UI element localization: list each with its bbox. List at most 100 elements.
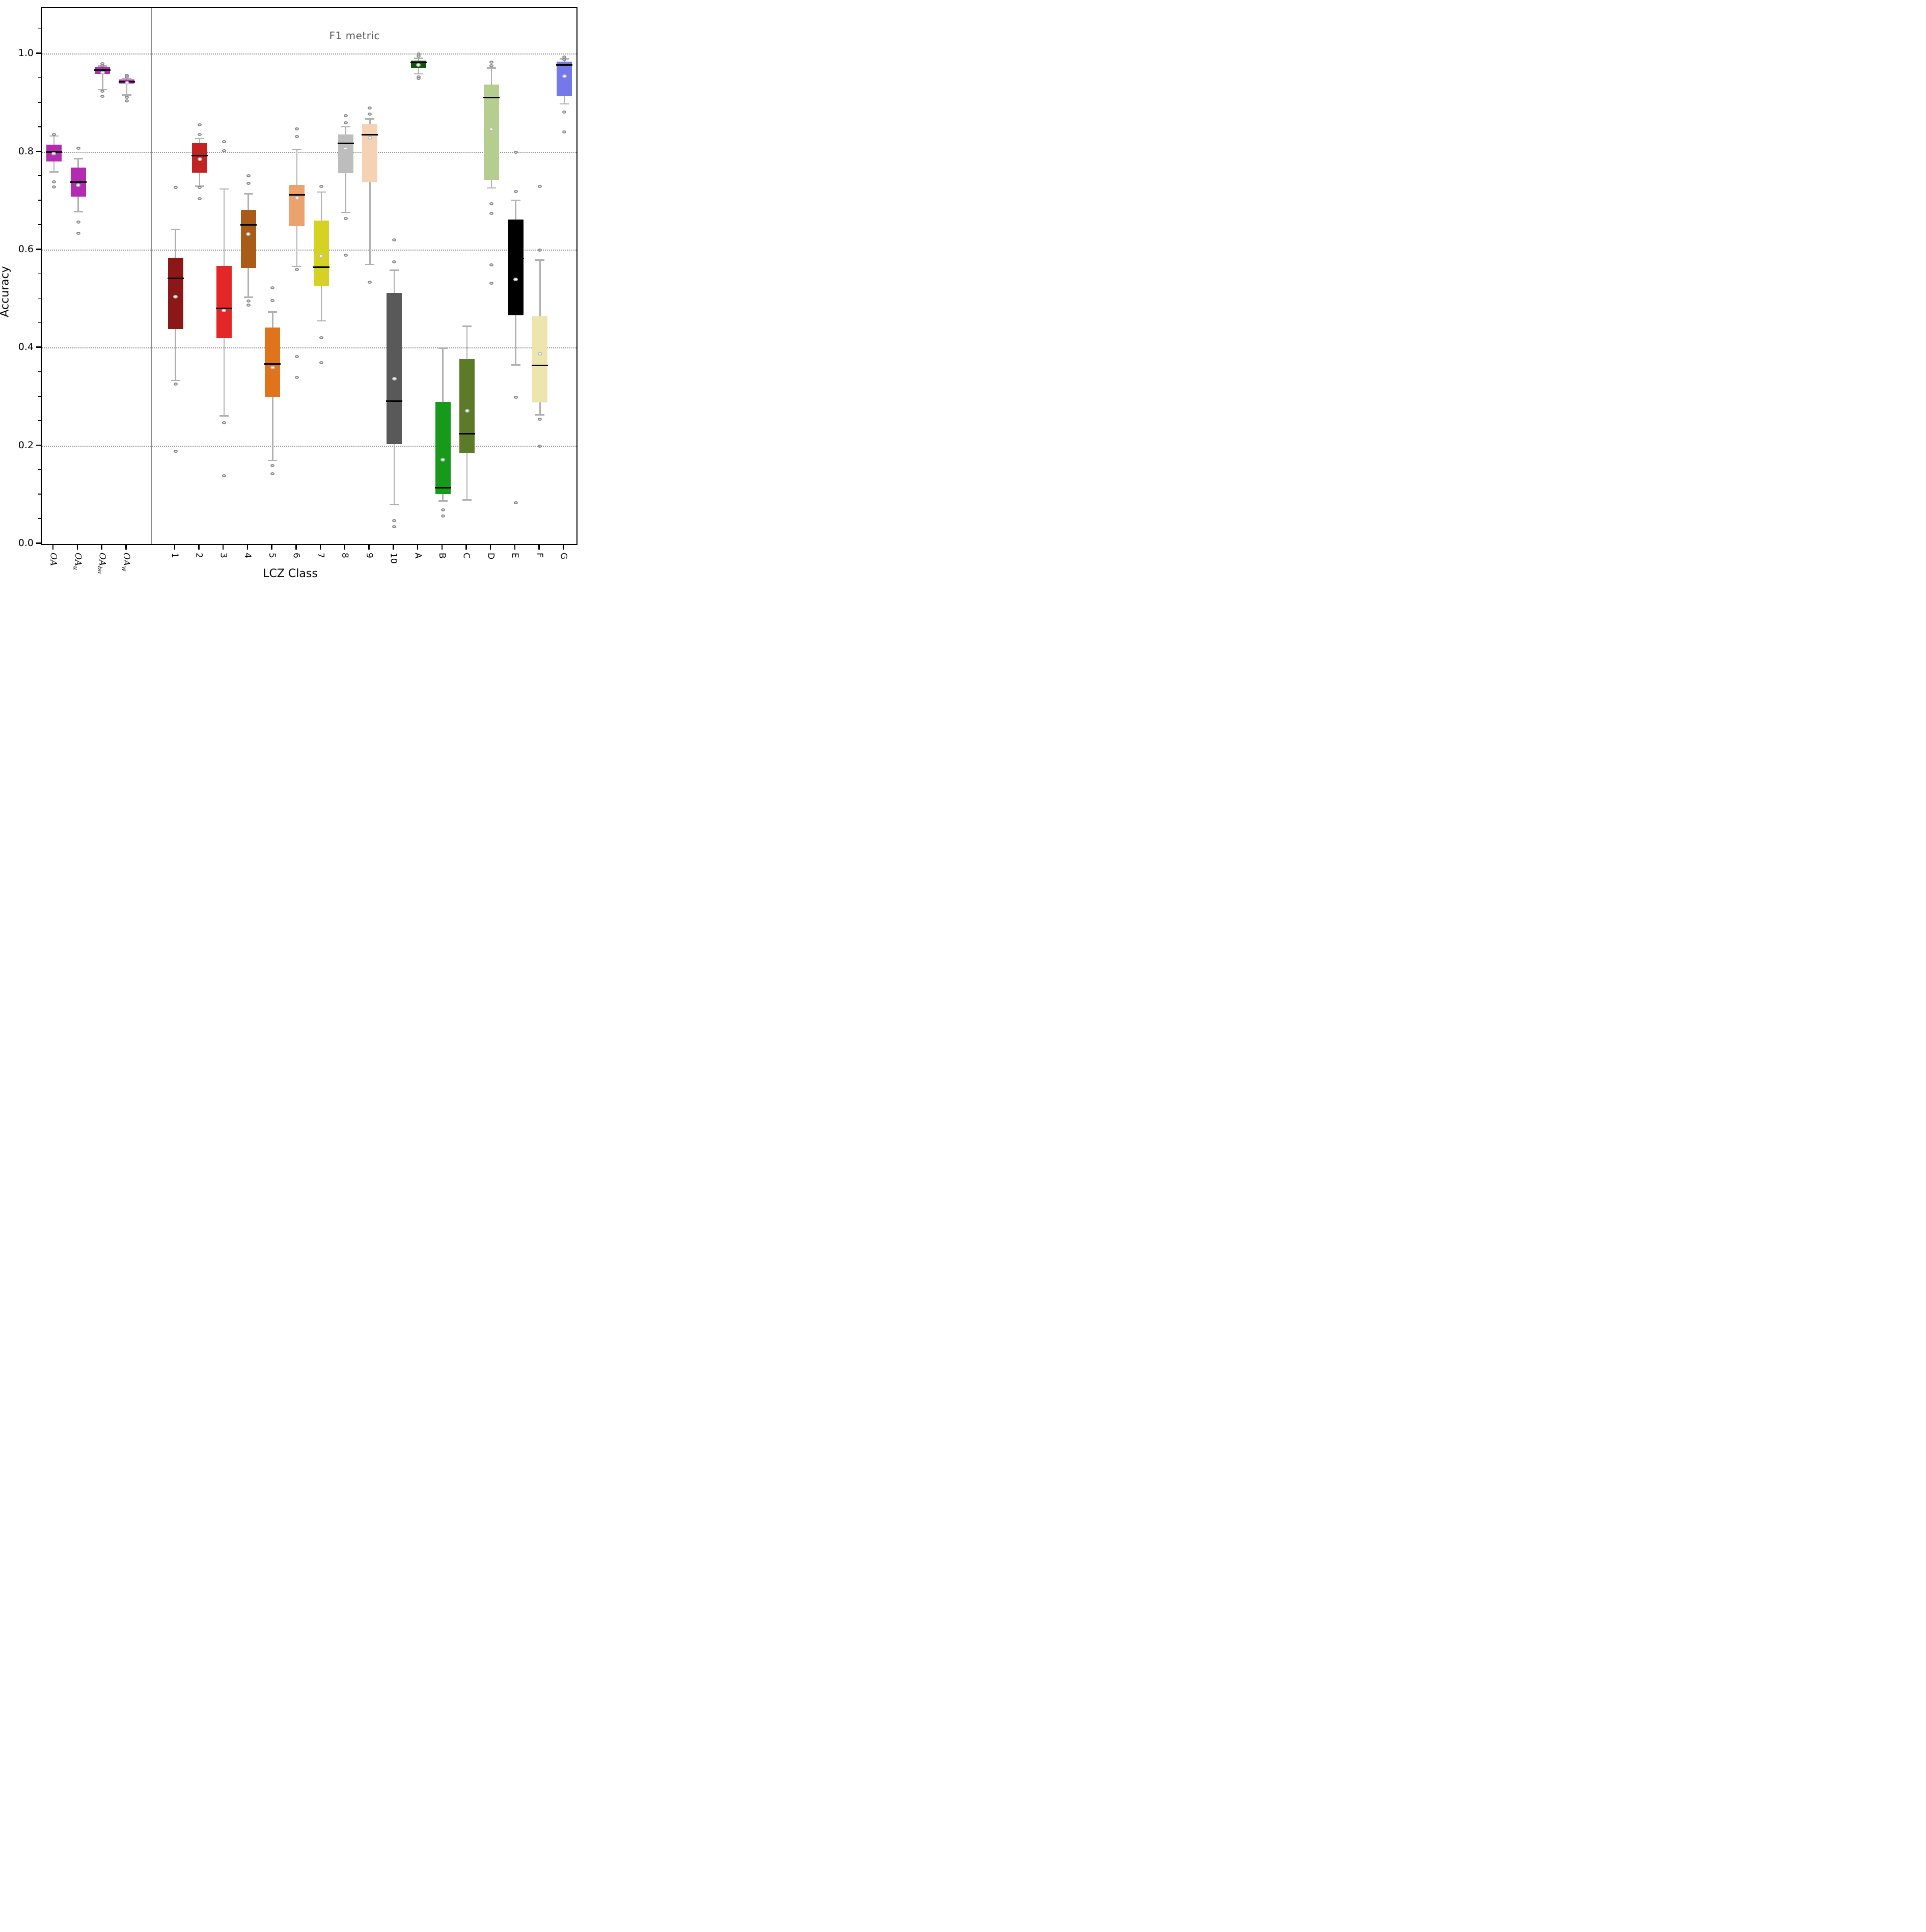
box-iqr xyxy=(313,221,329,287)
outlier-point xyxy=(173,382,178,386)
whisker-upper xyxy=(53,135,55,145)
x-tick-label-5: 5 xyxy=(266,553,277,558)
whisker-lower xyxy=(418,68,420,74)
whisker-cap-upper xyxy=(292,149,302,151)
whisker-upper xyxy=(539,260,541,316)
whisker-lower xyxy=(442,494,444,501)
box-iqr xyxy=(265,327,281,397)
mean-marker xyxy=(100,71,105,75)
whisker-cap-lower xyxy=(98,89,107,91)
median-line xyxy=(94,69,111,71)
x-tick-OAu xyxy=(76,545,78,550)
x-tick-A xyxy=(417,545,419,550)
whisker-lower xyxy=(466,453,468,500)
x-tick-label-3: 3 xyxy=(218,553,229,558)
y-minor-tick xyxy=(38,224,41,225)
box-iqr xyxy=(240,210,256,268)
outlier-point xyxy=(222,149,226,152)
gridline-1 xyxy=(42,53,576,55)
outlier-point xyxy=(538,417,542,421)
x-tick-label-OA: OA xyxy=(48,553,59,566)
whisker-cap-upper xyxy=(462,325,472,327)
whisker-cap-lower xyxy=(292,265,302,267)
y-tick-0.4 xyxy=(36,346,41,348)
outlier-point xyxy=(343,121,348,125)
x-tick-label-4: 4 xyxy=(242,553,253,558)
outlier-point xyxy=(295,355,299,358)
gridline-0.4 xyxy=(42,347,576,349)
x-tick-9 xyxy=(368,545,370,550)
x-tick-C xyxy=(465,545,467,550)
y-tick-label-0.6: 0.6 xyxy=(18,243,34,255)
whisker-lower xyxy=(490,179,492,188)
outlier-point xyxy=(198,133,202,137)
whisker-cap-upper xyxy=(511,199,520,201)
outlier-point xyxy=(222,140,226,143)
x-tick-1 xyxy=(174,545,175,550)
y-tick-label-1.0: 1.0 xyxy=(18,47,34,59)
x-tick-label-D: D xyxy=(485,553,496,560)
outlier-point xyxy=(538,444,542,448)
chart-title: F1 metric xyxy=(329,30,380,42)
whisker-lower xyxy=(345,173,346,212)
outlier-point xyxy=(173,185,178,189)
x-tick-6 xyxy=(295,545,297,550)
whisker-lower xyxy=(393,444,395,505)
outlier-point xyxy=(222,421,226,425)
outlier-point xyxy=(198,197,202,201)
y-tick-label-0.8: 0.8 xyxy=(18,145,34,157)
outlier-point xyxy=(295,268,299,271)
mean-marker xyxy=(441,458,445,462)
outlier-point xyxy=(76,232,80,235)
median-line xyxy=(556,64,573,66)
figure: F1 metric Accuracy LCZ Class 0.0 0.2 0.4 0.… xyxy=(0,0,581,582)
outlier-point xyxy=(416,55,421,58)
whisker-cap-upper xyxy=(486,67,496,69)
whisker-cap-upper xyxy=(535,259,545,261)
outlier-point xyxy=(222,474,226,478)
outlier-point xyxy=(562,130,567,134)
mean-marker xyxy=(197,157,202,161)
outlier-point xyxy=(100,64,105,67)
outlier-point xyxy=(51,133,56,137)
y-minor-tick xyxy=(38,371,41,372)
y-minor-tick xyxy=(38,322,41,323)
y-axis-label: Accuracy xyxy=(0,266,12,317)
x-tick-label-6: 6 xyxy=(291,553,301,558)
y-minor-tick xyxy=(38,200,41,201)
mean-marker xyxy=(319,254,324,258)
outlier-point xyxy=(198,123,202,126)
mean-marker xyxy=(343,146,348,150)
whisker-upper xyxy=(223,188,225,266)
outlier-point xyxy=(100,95,105,98)
whisker-lower xyxy=(320,286,322,321)
outlier-point xyxy=(538,185,542,188)
x-tick-OAbu xyxy=(101,545,102,550)
mean-marker xyxy=(464,409,470,413)
whisker-cap-upper xyxy=(195,138,205,140)
whisker-cap-lower xyxy=(486,187,496,189)
plot-area: F1 metric xyxy=(41,7,577,545)
whisker-lower xyxy=(199,173,201,186)
outlier-point xyxy=(319,361,323,365)
x-tick-10 xyxy=(393,545,394,550)
whisker-lower xyxy=(77,197,79,212)
outlier-point xyxy=(513,395,518,399)
x-tick-label-2: 2 xyxy=(194,553,204,558)
outlier-point xyxy=(562,58,567,61)
box-iqr xyxy=(557,61,572,97)
mean-marker xyxy=(367,136,372,140)
whisker-cap-upper xyxy=(122,77,132,79)
outlier-point xyxy=(246,303,251,307)
outlier-point xyxy=(51,180,56,184)
whisker-cap-upper xyxy=(316,191,326,193)
median-line xyxy=(362,133,378,135)
outlier-point xyxy=(76,147,80,150)
box-iqr xyxy=(387,292,402,444)
outlier-point xyxy=(270,299,275,303)
median-line xyxy=(264,363,281,365)
y-tick-0.6 xyxy=(36,249,41,250)
y-minor-tick xyxy=(38,28,41,30)
whisker-cap-upper xyxy=(341,126,350,128)
gridline-0.2 xyxy=(42,445,576,447)
